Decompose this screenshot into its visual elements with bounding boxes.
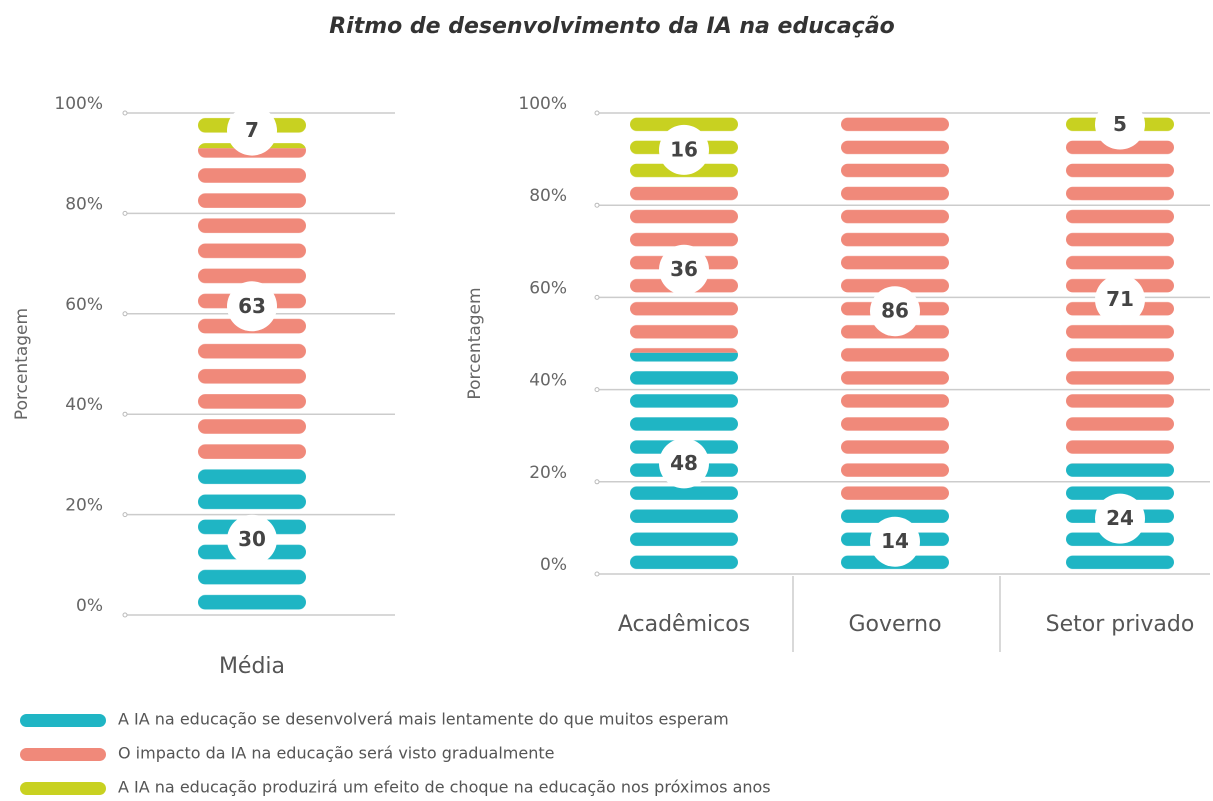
value-label: 7 [245,118,259,142]
value-label: 36 [670,257,698,281]
y-tick-label: 80% [65,194,103,214]
value-label-bg [227,281,277,332]
x-tick-label: Setor privado [1046,612,1195,637]
value-label: 71 [1106,287,1134,311]
grid-dot [594,387,600,393]
legend-swatch [20,782,106,795]
value-label: 48 [670,451,698,475]
y-tick-label: 40% [529,371,567,391]
grid-dot [122,210,128,216]
y-tick-label: 100% [54,94,103,114]
legend-swatch [20,714,106,727]
grid-dot [122,612,128,618]
grid-dot [122,512,128,518]
y-tick-label: 20% [529,463,567,483]
y-tick-label: 80% [529,186,567,206]
value-label: 86 [881,299,909,323]
value-label-bg [227,514,277,565]
value-label: 24 [1106,506,1134,530]
value-label: 63 [238,294,266,318]
y-axis-label: Porcentagem [12,308,32,420]
grid-dot [122,110,128,116]
y-tick-label: 0% [540,555,567,575]
value-label: 16 [670,137,698,161]
y-tick-label: 60% [529,278,567,298]
x-tick-label: Governo [848,612,941,637]
grid-dot [594,571,600,577]
grid-dot [594,479,600,485]
y-tick-label: 0% [76,596,103,616]
y-axis-label: Porcentagem [465,287,485,399]
y-tick-label: 40% [65,395,103,415]
grid-dot [594,202,600,208]
value-label-bg [227,105,277,156]
legend-label: A IA na educação se desenvolverá mais le… [118,710,729,729]
value-label-bg [1095,274,1145,325]
value-label-bg [1095,99,1145,150]
grid-dot [122,411,128,417]
value-label: 14 [881,529,909,553]
value-label-bg [870,286,920,337]
value-label-bg [659,438,709,489]
grid-dot [594,294,600,300]
value-label-bg [659,124,709,175]
y-tick-label: 60% [65,295,103,315]
x-tick-label: Média [219,654,285,679]
legend-label: O impacto da IA na educação será visto g… [118,744,554,763]
y-tick-label: 100% [518,94,567,114]
chart-title: Ritmo de desenvolvimento da IA na educaç… [329,14,895,39]
value-label-bg [1095,493,1145,544]
value-label-bg [659,244,709,295]
value-label-bg [870,516,920,567]
grid-dot [594,110,600,116]
x-tick-label: Acadêmicos [618,612,750,637]
legend-label: A IA na educação produzirá um efeito de … [118,778,771,797]
value-label: 30 [238,527,266,551]
legend-swatch [20,748,106,761]
value-label: 5 [1113,112,1127,136]
y-tick-label: 20% [65,496,103,516]
grid-dot [122,311,128,317]
